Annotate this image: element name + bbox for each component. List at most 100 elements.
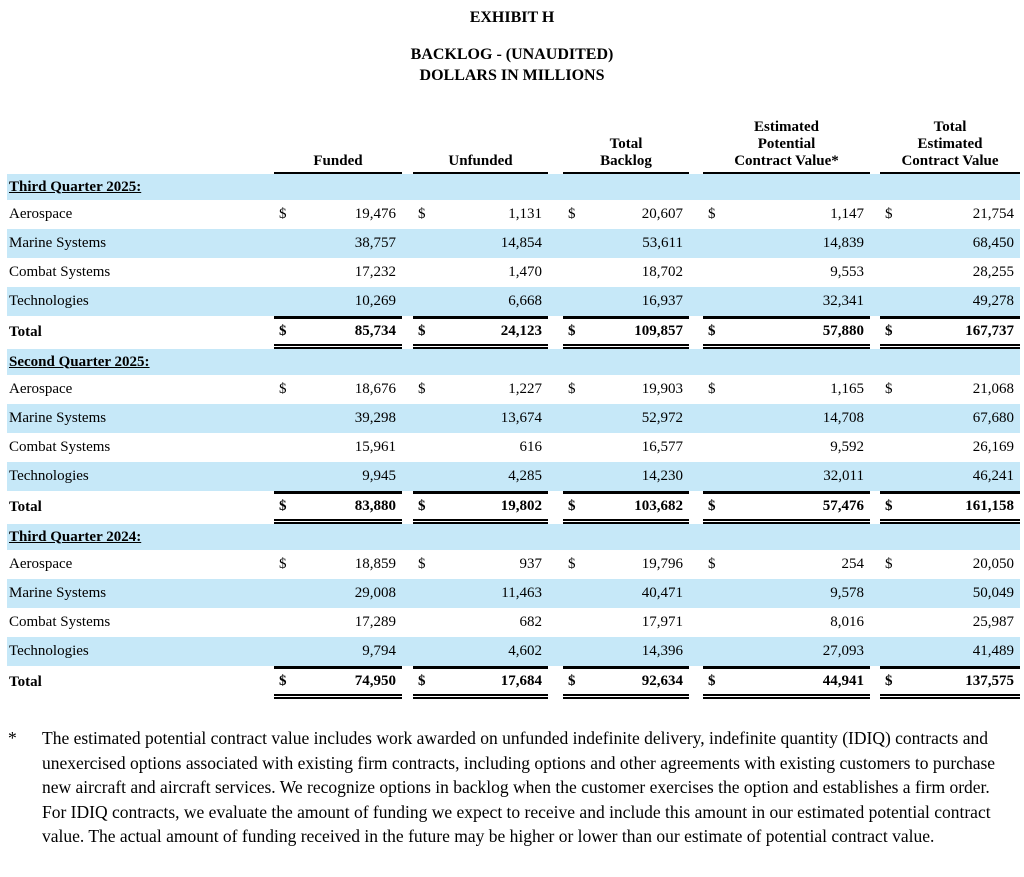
cell-total-estimated-contract-value: 49,278 xyxy=(880,287,1020,316)
cell-value: 682 xyxy=(519,614,543,630)
cell-value: 19,802 xyxy=(500,498,542,514)
cell-value: 28,255 xyxy=(972,264,1014,280)
cell-funded: $74,950 xyxy=(274,666,402,699)
column-header-row: Funded Unfunded Total Backlog Estimated … xyxy=(7,119,1020,174)
cell-estimated-potential-contract-value: $57,880 xyxy=(703,316,870,349)
cell-value: 14,396 xyxy=(641,643,683,659)
cell-value: 254 xyxy=(841,556,865,572)
column-gap xyxy=(548,287,563,316)
exhibit-title: EXHIBIT H xyxy=(469,9,555,26)
row-label: Marine Systems xyxy=(7,229,274,258)
row-label: Combat Systems xyxy=(9,439,111,455)
column-gap xyxy=(402,287,413,316)
column-gap xyxy=(689,229,703,258)
cell-estimated-potential-contract-value: 14,708 xyxy=(703,404,870,433)
row-label: Marine Systems xyxy=(7,404,274,433)
dollar-sign: $ xyxy=(708,323,716,339)
row-label: Marine Systems xyxy=(7,579,274,608)
column-gap xyxy=(870,375,880,404)
cell-unfunded: 4,602 xyxy=(413,637,548,666)
table-row: Technologies 9,794 4,602 14,396 27,093 41,489 xyxy=(7,637,1020,666)
cell-value: 50,049 xyxy=(972,585,1014,601)
cell-value: 109,857 xyxy=(634,323,683,339)
dollar-sign: $ xyxy=(708,556,716,572)
cell-total-estimated-contract-value: 41,489 xyxy=(880,637,1020,666)
column-gap xyxy=(402,666,413,699)
cell-value: 49,278 xyxy=(972,293,1014,309)
column-gap xyxy=(402,579,413,608)
column-header-funded: Funded xyxy=(274,119,402,174)
cell-funded: 29,008 xyxy=(274,579,402,608)
dollar-sign: $ xyxy=(568,498,576,514)
cell-unfunded: 14,854 xyxy=(413,229,548,258)
cell-total-backlog: $19,903 xyxy=(563,375,689,404)
cell-value: 19,476 xyxy=(354,206,396,222)
cell-total-estimated-contract-value: $20,050 xyxy=(880,550,1020,579)
cell-unfunded: 682 xyxy=(413,608,548,637)
column-gap xyxy=(870,637,880,666)
cell-total-backlog: 52,972 xyxy=(563,404,689,433)
dollar-sign: $ xyxy=(279,673,287,689)
cell-value: 1,165 xyxy=(830,381,864,397)
section-heading: Second Quarter 2025: xyxy=(9,353,150,370)
column-gap xyxy=(402,404,413,433)
total-row: Total $74,950 $17,684 $92,634 $44,941 $137,57… xyxy=(7,666,1020,699)
cell-total-backlog: 40,471 xyxy=(563,579,689,608)
column-gap xyxy=(548,404,563,433)
dollar-sign: $ xyxy=(885,556,893,572)
column-gap xyxy=(548,119,563,174)
dollar-sign: $ xyxy=(568,556,576,572)
cell-estimated-potential-contract-value: $44,941 xyxy=(703,666,870,699)
column-gap xyxy=(689,316,703,349)
column-gap xyxy=(548,433,563,462)
cell-value: 161,158 xyxy=(965,498,1014,514)
cell-value: 46,241 xyxy=(972,468,1014,484)
cell-value: 10,269 xyxy=(354,293,396,309)
cell-value: 17,232 xyxy=(354,264,396,280)
cell-estimated-potential-contract-value: 32,341 xyxy=(703,287,870,316)
section-heading-cell: Third Quarter 2025: xyxy=(7,174,1020,200)
total-row: Total $83,880 $19,802 $103,682 $57,476 $161,1… xyxy=(7,491,1020,524)
dollar-sign: $ xyxy=(708,673,716,689)
column-gap xyxy=(548,637,563,666)
cell-total-estimated-contract-value: 28,255 xyxy=(880,258,1020,287)
dollar-sign: $ xyxy=(885,673,893,689)
table-row: Marine Systems 39,298 13,674 52,972 14,708 67… xyxy=(7,404,1020,433)
cell-value: 20,607 xyxy=(641,206,683,222)
cell-unfunded: $19,802 xyxy=(413,491,548,524)
column-gap xyxy=(870,462,880,491)
cell-total-backlog: 16,937 xyxy=(563,287,689,316)
cell-value: 39,298 xyxy=(354,410,396,426)
cell-value: 15,961 xyxy=(354,439,396,455)
cell-value: 44,941 xyxy=(822,673,864,689)
cell-funded: 17,232 xyxy=(274,258,402,287)
dollar-sign: $ xyxy=(885,206,893,222)
column-gap xyxy=(548,579,563,608)
dollar-sign: $ xyxy=(885,381,893,397)
column-gap xyxy=(402,119,413,174)
row-label: Aerospace xyxy=(9,206,73,222)
table-row: Technologies 10,269 6,668 16,937 32,341 49,27… xyxy=(7,287,1020,316)
table-row: Technologies 9,945 4,285 14,230 32,011 46,241 xyxy=(7,462,1020,491)
column-gap xyxy=(689,550,703,579)
cell-value: 67,680 xyxy=(972,410,1014,426)
dollar-sign: $ xyxy=(418,673,426,689)
dollar-sign: $ xyxy=(279,498,287,514)
column-gap xyxy=(689,608,703,637)
column-gap xyxy=(870,200,880,229)
cell-value: 21,754 xyxy=(972,206,1014,222)
cell-value: 9,578 xyxy=(830,585,864,601)
cell-value: 4,285 xyxy=(508,468,542,484)
cell-total-estimated-contract-value: 50,049 xyxy=(880,579,1020,608)
footnote-marker: * xyxy=(8,728,17,748)
row-label: Combat Systems xyxy=(9,264,111,280)
column-gap xyxy=(402,608,413,637)
cell-value: 9,945 xyxy=(362,468,396,484)
cell-value: 85,734 xyxy=(354,323,396,339)
column-gap xyxy=(689,404,703,433)
cell-funded: $83,880 xyxy=(274,491,402,524)
cell-value: 11,463 xyxy=(501,585,542,601)
cell-total-estimated-contract-value: $21,754 xyxy=(880,200,1020,229)
column-header-estimated-potential-contract-value: Estimated Potential Contract Value* xyxy=(703,119,870,174)
cell-unfunded: $24,123 xyxy=(413,316,548,349)
